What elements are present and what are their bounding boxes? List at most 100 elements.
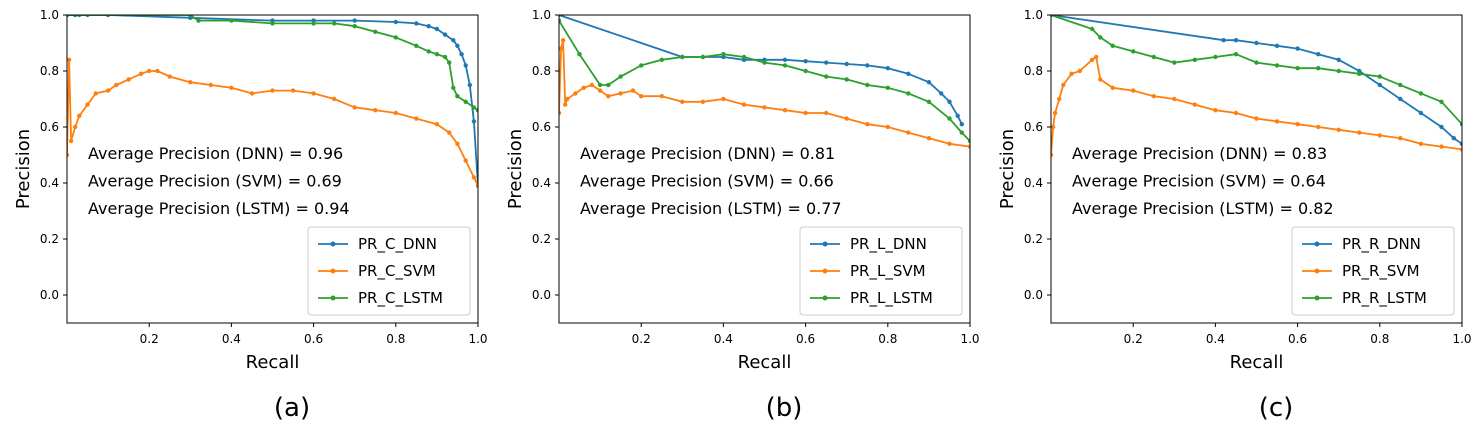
legend-swatch-marker — [330, 268, 336, 274]
x-tick-label: 1.0 — [1452, 332, 1471, 346]
panel-caption: (b) — [766, 393, 803, 423]
y-tick-label: 0.6 — [532, 120, 551, 134]
data-point — [824, 110, 829, 116]
data-point — [447, 130, 452, 135]
legend-swatch-marker — [822, 241, 828, 247]
legend-swatch-marker — [822, 295, 828, 301]
data-point — [559, 46, 564, 51]
plot-frame — [558, 14, 971, 324]
series-line-PR_R_DNN — [1051, 15, 1462, 145]
data-point — [926, 99, 932, 105]
data-point — [618, 74, 623, 79]
series-line-PR_R_LSTM — [1051, 15, 1462, 125]
y-tick-label: 1.0 — [1024, 8, 1043, 22]
data-point — [451, 85, 456, 91]
data-point — [93, 91, 99, 96]
data-point — [471, 119, 477, 124]
legend-box — [1291, 226, 1455, 316]
legend-swatch-marker — [1314, 241, 1320, 247]
series-line-PR_L_DNN — [559, 15, 963, 125]
data-point — [1274, 119, 1280, 124]
x-tick-label: 0.4 — [714, 332, 733, 346]
series-line-PR_R_SVM — [1051, 56, 1462, 156]
data-point — [147, 68, 152, 74]
data-point — [803, 59, 808, 64]
data-point — [1233, 110, 1239, 116]
data-point — [1172, 96, 1177, 102]
data-point — [442, 54, 448, 60]
data-point — [229, 85, 234, 91]
data-point — [414, 43, 419, 48]
data-point — [1398, 82, 1403, 88]
data-point — [865, 122, 870, 127]
data-point — [1439, 124, 1444, 130]
data-point — [865, 82, 870, 88]
data-point — [700, 99, 706, 105]
data-point — [1089, 26, 1095, 32]
data-point — [1274, 63, 1280, 68]
data-point — [105, 15, 111, 18]
data-point — [1192, 57, 1198, 62]
data-point — [782, 63, 788, 68]
data-point — [167, 74, 172, 79]
data-point — [249, 91, 255, 96]
data-point — [955, 113, 960, 119]
data-point — [741, 54, 747, 60]
average-precision-annotation: Average Precision (SVM) = 0.64 — [1072, 172, 1326, 191]
data-point — [1151, 54, 1157, 60]
data-point — [77, 15, 82, 18]
data-point — [1131, 49, 1136, 54]
x-tick-label: 0.4 — [222, 332, 241, 346]
data-point — [1274, 43, 1280, 48]
data-point — [1316, 52, 1321, 57]
data-point — [126, 77, 131, 82]
data-point — [559, 110, 562, 116]
data-point — [311, 91, 316, 96]
data-point — [426, 49, 431, 54]
average-precision-annotation: Average Precision (DNN) = 0.96 — [88, 144, 343, 163]
data-point — [290, 88, 296, 93]
y-tick-label: 1.0 — [532, 8, 551, 22]
data-point — [442, 32, 448, 37]
x-tick-label: 0.2 — [140, 332, 159, 346]
data-point — [68, 138, 74, 144]
data-point — [114, 82, 119, 88]
data-point — [959, 122, 964, 127]
data-point — [229, 18, 234, 23]
data-point — [455, 141, 460, 146]
data-point — [906, 91, 911, 96]
average-precision-annotation: Average Precision (LSTM) = 0.77 — [580, 199, 842, 218]
x-tick-label: 0.8 — [1370, 332, 1389, 346]
data-point — [639, 94, 644, 99]
average-precision-annotation: Average Precision (LSTM) = 0.82 — [1072, 199, 1334, 218]
x-tick-label: 1.0 — [960, 332, 979, 346]
data-point — [1254, 116, 1259, 121]
data-point — [721, 96, 726, 102]
data-point — [373, 108, 378, 113]
data-point — [373, 29, 378, 34]
data-point — [1451, 136, 1457, 141]
data-point — [155, 68, 160, 74]
data-point — [947, 116, 952, 121]
data-point — [459, 52, 464, 57]
legend-label: PR_C_SVM — [358, 262, 436, 281]
data-point — [393, 110, 398, 116]
data-point — [196, 18, 201, 23]
legend-swatch-marker — [1314, 295, 1320, 301]
panel-caption: (c) — [1259, 393, 1294, 423]
data-point — [105, 88, 111, 93]
data-point — [563, 102, 568, 107]
legend-swatch-marker — [330, 295, 336, 301]
data-point — [352, 105, 357, 110]
data-point — [463, 99, 468, 105]
data-point — [138, 71, 144, 77]
data-point — [77, 113, 82, 119]
data-point — [1131, 88, 1136, 93]
data-point — [67, 15, 70, 18]
data-point — [471, 105, 477, 110]
data-point — [393, 35, 398, 40]
x-tick-label: 0.6 — [304, 332, 323, 346]
x-axis-label: Recall — [246, 352, 300, 373]
y-tick-label: 0.6 — [1024, 120, 1043, 134]
